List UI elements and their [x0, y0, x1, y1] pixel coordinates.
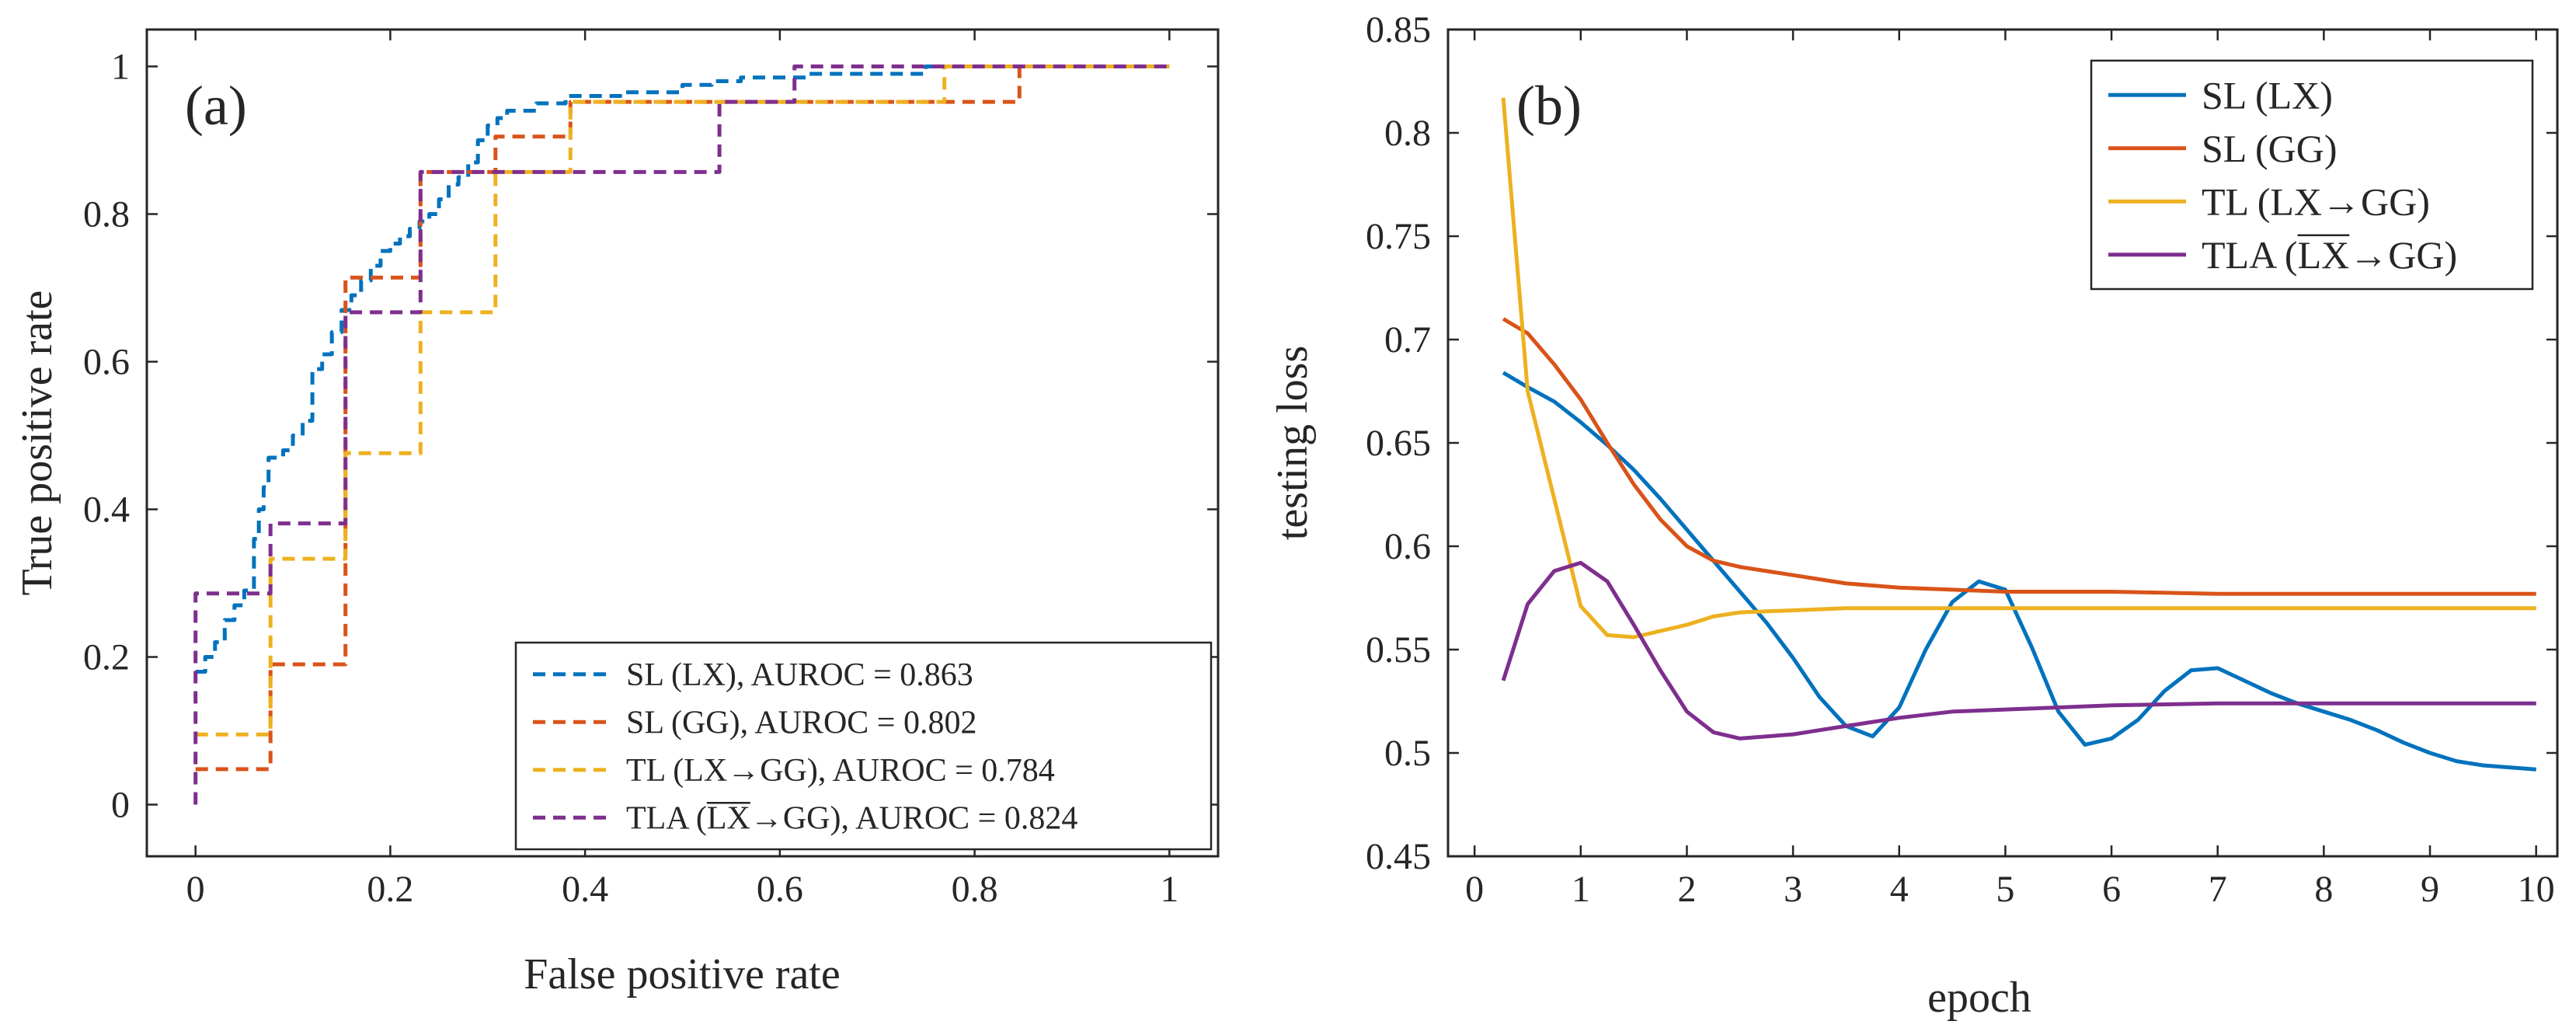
- loss-x-tick-label: 10: [2518, 869, 2555, 910]
- roc-legend-label: SL (GG), AUROC = 0.802: [626, 705, 976, 741]
- loss-legend-box: [2090, 59, 2534, 291]
- loss-x-tick-label: 7: [2209, 869, 2227, 910]
- loss-y-tick-label: 0.65: [1366, 423, 1431, 464]
- roc-y-tick-label: 0.8: [83, 194, 130, 235]
- loss-chart: 0 1 2 3 4 5 6 7 8 9 10 0.45 0.5 0.55 0.6 0.65 0.7 0.75 0.8…: [1269, 9, 2559, 1022]
- roc-series-group: [193, 64, 1170, 805]
- loss-tick-labels: 0 1 2 3 4 5 6 7 8 9 10 0.45 0.5 0.55 0.6 0.65 0.7 0.75 0.8…: [1366, 9, 2555, 910]
- roc-x-tick-label: 0.6: [757, 869, 803, 910]
- loss-tick-marks: [1448, 28, 2557, 858]
- loss-legend-label: SL (GG): [2202, 127, 2338, 170]
- roc-y-tick-label: 0: [111, 785, 130, 826]
- roc-panel-label: (a): [185, 75, 247, 137]
- loss-legend: SL (LX) SL (GG) TL (LX→GG) TLA (LX→GG): [2090, 59, 2534, 291]
- loss-legend-label-overline: LX: [2298, 233, 2350, 277]
- loss-x-tick-label: 5: [1996, 869, 2014, 910]
- roc-x-tick-label: 0: [186, 869, 205, 910]
- loss-y-tick-label: 0.75: [1366, 216, 1431, 257]
- loss-x-tick-label: 2: [1677, 869, 1696, 910]
- roc-legend-label-overline: LX: [707, 800, 750, 836]
- loss-x-tick-label: 9: [2421, 869, 2439, 910]
- loss-x-tick-label: 8: [2314, 869, 2333, 910]
- loss-y-tick-label: 0.5: [1384, 733, 1431, 774]
- loss-x-tick-label: 4: [1890, 869, 1909, 910]
- roc-series-sl-lx: [195, 64, 1170, 674]
- loss-y-axis-label: testing loss: [1269, 346, 1317, 540]
- loss-series-group: [1501, 97, 2536, 772]
- roc-chart: 0 0.2 0.4 0.6 0.8 1 0 0.2 0.4 0.6 0.8 1 (a) False p…: [13, 28, 1220, 998]
- loss-series-sl-gg: [1502, 317, 2536, 596]
- roc-x-tick-label: 1: [1160, 869, 1178, 910]
- roc-y-tick-label: 0.4: [83, 490, 130, 531]
- roc-x-tick-label: 0.4: [562, 869, 608, 910]
- loss-series-tl-lx-gg: [1501, 97, 2536, 639]
- loss-y-tick-label: 0.55: [1366, 629, 1431, 671]
- loss-x-tick-label: 0: [1465, 869, 1484, 910]
- loss-series-sl-lx: [1502, 371, 2536, 772]
- loss-x-tick-label: 1: [1572, 869, 1590, 910]
- roc-legend-label: TL (LX→GG), AUROC = 0.784: [626, 753, 1055, 789]
- roc-legend-box: [514, 641, 1213, 851]
- roc-y-tick-label: 1: [111, 47, 130, 88]
- loss-legend-label: TL (LX→GG): [2202, 179, 2430, 223]
- loss-legend-label-prefix: TLA (: [2202, 233, 2298, 277]
- loss-x-tick-label: 3: [1784, 869, 1802, 910]
- loss-y-tick-label: 0.45: [1366, 836, 1431, 877]
- roc-legend-label-prefix: TLA (: [626, 800, 707, 836]
- roc-legend-label-suffix: →GG), AUROC = 0.824: [750, 800, 1078, 836]
- roc-legend-label: SL (LX), AUROC = 0.863: [626, 657, 973, 693]
- roc-legend-label: TLA (LX→GG), AUROC = 0.824: [626, 800, 1077, 836]
- loss-panel-label: (b): [1516, 75, 1582, 137]
- roc-y-tick-label: 0.2: [83, 637, 130, 678]
- loss-y-tick-label: 0.85: [1366, 9, 1431, 51]
- loss-legend-label-suffix: →GG): [2349, 233, 2457, 277]
- loss-y-tick-label: 0.6: [1384, 526, 1431, 567]
- roc-series-tla-lx-gg: [193, 64, 1170, 805]
- roc-x-axis-label: False positive rate: [524, 950, 840, 998]
- loss-y-tick-label: 0.8: [1384, 113, 1431, 154]
- roc-series-tl-lx-gg: [195, 64, 1170, 737]
- roc-y-tick-label: 0.6: [83, 342, 130, 383]
- loss-series-tla-lx-gg: [1501, 560, 2536, 741]
- roc-legend: SL (LX), AUROC = 0.863 SL (GG), AUROC = 0…: [514, 641, 1213, 851]
- roc-x-tick-label: 0.8: [952, 869, 998, 910]
- loss-x-axis-label: epoch: [1927, 974, 2031, 1022]
- loss-legend-label: TLA (LX→GG): [2202, 233, 2457, 277]
- roc-x-tick-label: 0.2: [367, 869, 413, 910]
- loss-legend-label: SL (LX): [2202, 73, 2333, 117]
- roc-y-axis-label: True positive rate: [13, 291, 61, 596]
- loss-y-tick-label: 0.7: [1384, 319, 1431, 361]
- roc-tick-labels: 0 0.2 0.4 0.6 0.8 1 0 0.2 0.4 0.6 0.8 1: [83, 47, 1178, 911]
- loss-x-tick-label: 6: [2102, 869, 2121, 910]
